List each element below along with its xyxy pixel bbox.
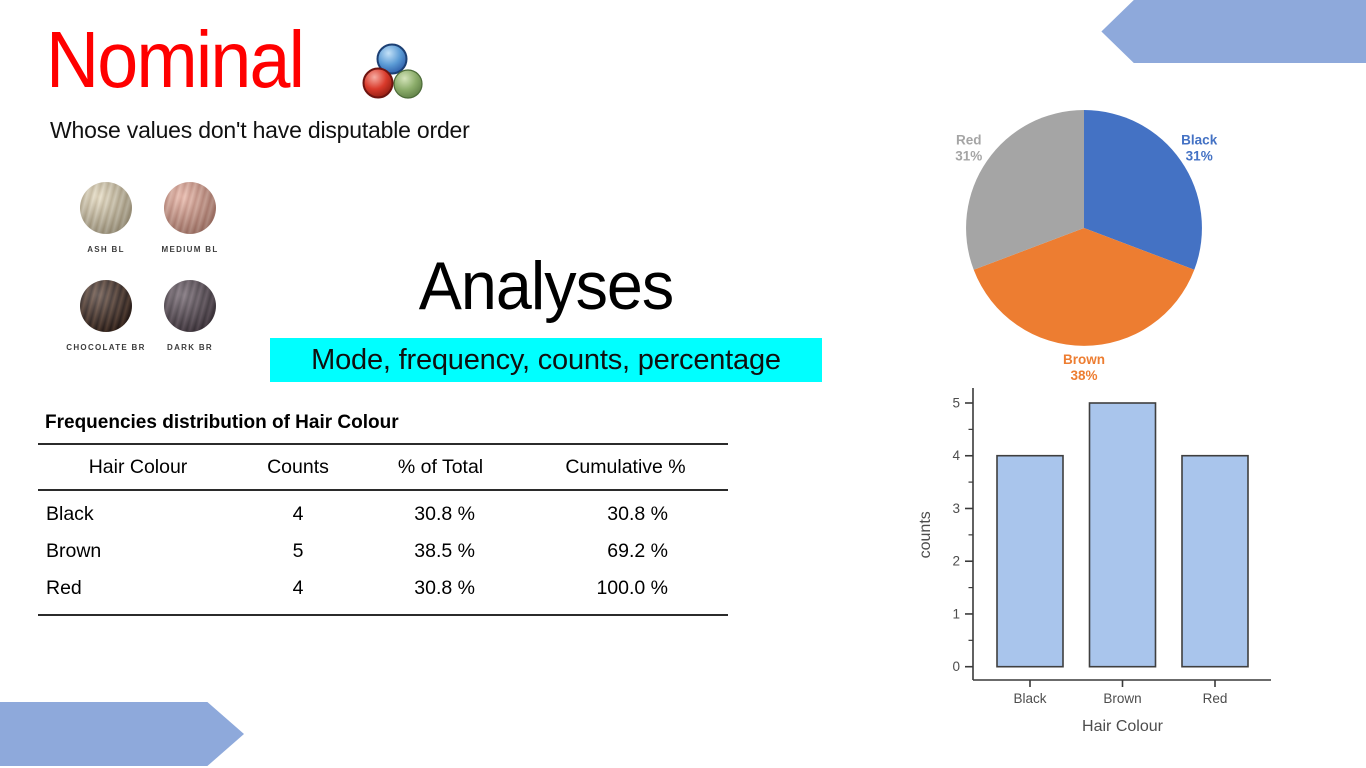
hair-swatch-image: [80, 182, 132, 234]
pie-slice-red: [966, 110, 1084, 270]
hair-swatch-image: [164, 280, 216, 332]
hair-swatch-chocolate-brown: CHOCOLATE BR: [64, 280, 148, 352]
pie-label-brown: Brown 38%: [1063, 352, 1105, 383]
cell-pct-total: 30.8 %: [414, 503, 475, 525]
cell-pct-total: 30.8 %: [358, 570, 523, 616]
pie-chart: Black 31% Brown 38% Red 31%: [955, 110, 1218, 383]
table-row: Red 4 30.8 % 100.0 %: [38, 570, 728, 616]
table-title: Frequencies distribution of Hair Colour: [45, 412, 399, 433]
slide-title: Nominal: [46, 15, 305, 104]
swatch-label: CHOCOLATE BR: [66, 343, 146, 352]
swatch-label: MEDIUM BL: [161, 245, 219, 254]
y-tick-label: 4: [952, 448, 960, 463]
column-header: Cumulative %: [523, 443, 728, 491]
bar-chart: 0 1 2 3 4 5 Black Brown Red Hair Colour counts: [917, 388, 1271, 735]
y-tick-label: 2: [952, 554, 960, 569]
swatch-label: ASH BL: [87, 245, 125, 254]
column-header: % of Total: [358, 443, 523, 491]
analyses-heading: Analyses: [418, 248, 674, 324]
color-balls-icon: [362, 43, 423, 99]
x-tick-label: Brown: [1103, 691, 1141, 706]
slide-subtitle: Whose values don't have disputable order: [50, 117, 470, 143]
bar-brown: [1088, 402, 1157, 668]
cell-cumulative: 30.8 %: [607, 503, 668, 525]
cell-counts: 5: [292, 540, 304, 562]
column-header: Counts: [238, 443, 358, 491]
accent-arrow-bottom-left: [0, 702, 244, 766]
y-tick-label: 1: [952, 607, 960, 622]
cell-counts: 4: [292, 503, 304, 525]
y-tick-label: 3: [952, 501, 960, 516]
hair-swatch-dark-brown: DARK BR: [148, 280, 232, 352]
bar-red: [1181, 454, 1249, 668]
highlighted-text: Mode, frequency, counts, percentage: [270, 338, 822, 382]
pie-slice-black: [1084, 110, 1202, 270]
table-row: Black 4 30.8 % 30.8 %: [38, 490, 728, 533]
cell-counts: 4: [238, 570, 358, 616]
pie-slice-brown: [973, 228, 1195, 346]
frequency-table-block: Frequencies distribution of Hair Colour …: [38, 412, 728, 616]
frequency-table: Hair Colour Counts % of Total Cumulative…: [38, 443, 728, 616]
y-tick-label: 5: [952, 396, 960, 411]
y-axis-title: counts: [917, 511, 934, 558]
accent-arrow-top-right: [1101, 0, 1366, 63]
cell-cumulative: 100.0 %: [523, 570, 728, 616]
hair-swatch-image: [164, 182, 216, 234]
pie-label-red: Red 31%: [955, 133, 982, 164]
hair-swatch-ash-blonde: ASH BL: [64, 182, 148, 254]
column-header: Hair Colour: [38, 443, 238, 491]
table-row: Brown 5 38.5 % 69.2 %: [38, 533, 728, 570]
cell-hair-colour: Brown: [46, 540, 102, 562]
cell-hair-colour: Red: [38, 570, 238, 616]
cell-hair-colour: Black: [46, 503, 94, 525]
pie-label-black: Black 31%: [1181, 133, 1218, 164]
table-header-row: Hair Colour Counts % of Total Cumulative…: [38, 443, 728, 491]
cell-pct-total: 38.5 %: [414, 540, 475, 562]
x-tick-label: Red: [1203, 691, 1228, 706]
x-axis-title: Hair Colour: [1082, 718, 1164, 735]
x-tick-label: Black: [1013, 691, 1046, 706]
hair-swatch-image: [80, 280, 132, 332]
cell-cumulative: 69.2 %: [607, 540, 668, 562]
bar-black: [996, 454, 1064, 668]
hair-swatches: ASH BL MEDIUM BL CHOCOLATE BR DARK BR: [64, 182, 232, 352]
swatch-label: DARK BR: [167, 343, 213, 352]
y-tick-label: 0: [952, 659, 960, 674]
hair-swatch-medium-blonde: MEDIUM BL: [148, 182, 232, 254]
